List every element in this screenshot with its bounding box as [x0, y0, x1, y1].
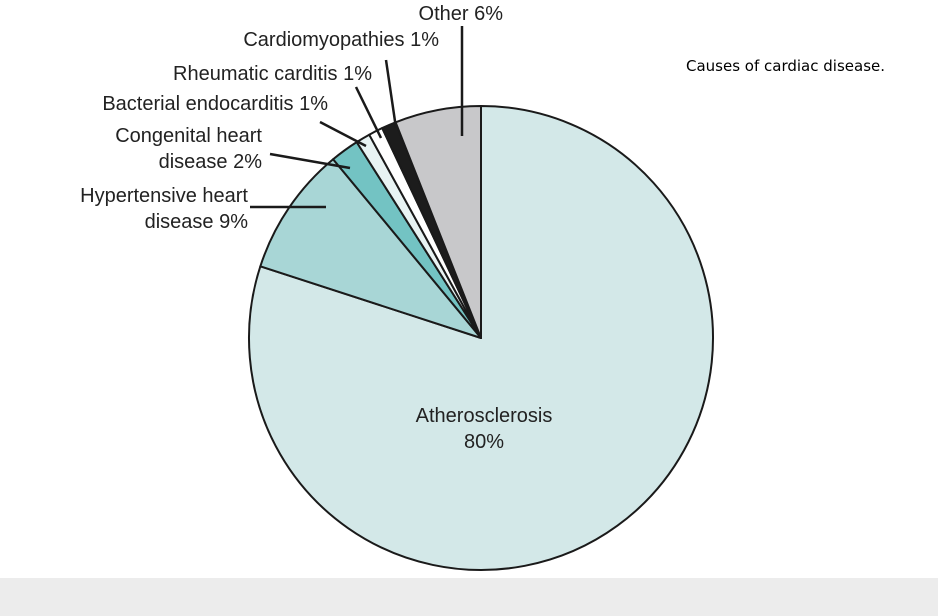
- slice-label-line: Cardiomyopathies 1%: [243, 29, 439, 51]
- slice-label-line: Rheumatic carditis 1%: [173, 63, 372, 85]
- slice-label-line: Hypertensive heart: [80, 185, 248, 207]
- leader-lines: [250, 26, 464, 209]
- pie-slices: [248, 105, 714, 571]
- leader-line-4: [354, 86, 383, 139]
- slice-label-0: Atherosclerosis 80%: [416, 405, 553, 453]
- leader-line-3: [319, 120, 367, 148]
- chart-caption: Causes of cardiac disease.: [686, 57, 885, 75]
- slice-label-5: Cardiomyopathies 1%: [243, 29, 439, 51]
- slice-label-6: Other 6%: [419, 3, 504, 25]
- leader-line-5: [384, 59, 398, 129]
- leader-line-2: [269, 152, 351, 170]
- slice-label-line: disease 9%: [145, 211, 249, 233]
- slice-label-line: disease 2%: [159, 151, 263, 173]
- slice-labels: Atherosclerosis 80% Hypertensive heart dise…: [80, 3, 552, 453]
- slice-label-line: Atherosclerosis: [416, 405, 553, 427]
- slice-label-4: Rheumatic carditis 1%: [173, 63, 372, 85]
- slice-label-1: Hypertensive heart disease 9%: [80, 185, 248, 233]
- slice-label-line: Other 6%: [419, 3, 504, 25]
- slice-label-line: 80%: [464, 431, 504, 453]
- slice-label-line: Congenital heart: [115, 125, 262, 147]
- pie-slice-0: [248, 105, 714, 571]
- slice-label-line: Bacterial endocarditis 1%: [102, 93, 328, 115]
- slice-label-2: Congenital heart disease 2%: [115, 125, 262, 173]
- slice-label-3: Bacterial endocarditis 1%: [102, 93, 328, 115]
- bottom-strip: [0, 578, 938, 616]
